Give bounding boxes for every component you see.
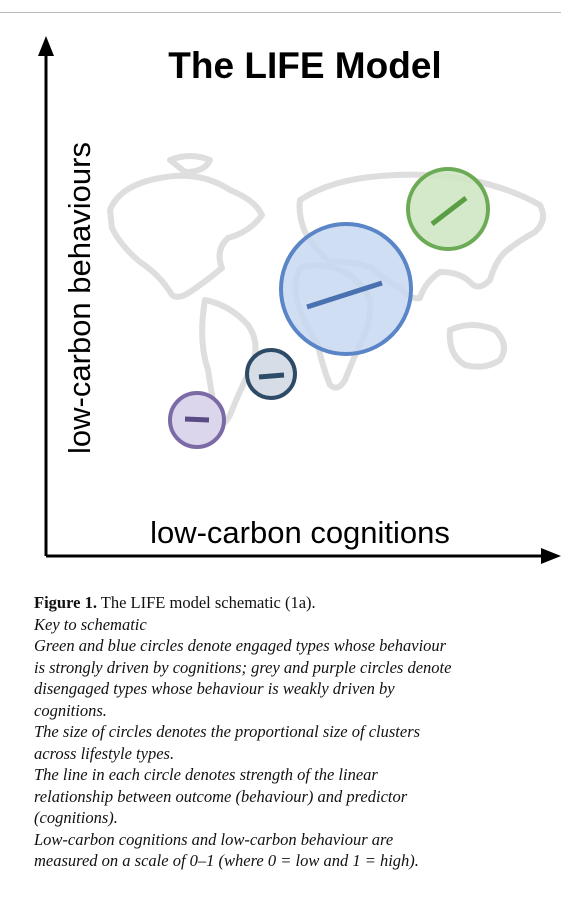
note-line: Low-carbon cognitions and low-carbon beh… [34,829,394,849]
blue-line [306,280,383,310]
note-line: measured on a scale of 0–1 (where 0 = lo… [34,851,419,870]
x-arrow [541,548,561,564]
note-line: relationship between outcome (behaviour)… [34,786,408,806]
note-line: (cognitions). [34,808,118,827]
x-axis-label: low-carbon cognitions [150,515,450,550]
notes: Green and blue circles denote engaged ty… [34,635,554,872]
note-line: Green and blue circles denote engaged ty… [34,636,447,655]
note-line: cognitions. [34,700,107,720]
green-line [430,196,468,226]
key-heading: Key to schematic [34,614,147,634]
y-axis-label: low-carbon behaviours [62,142,97,454]
note-line: is strongly driven by cognitions; grey a… [34,657,452,677]
y-arrow [38,36,54,56]
caption-text: The LIFE model schematic (1a). [100,593,316,612]
purple-line [184,416,210,423]
caption-first-line: Figure 1. The LIFE model schematic (1a). [34,592,554,614]
caption-label: Figure 1. [34,593,97,612]
note-line: across lifestyle types. [34,743,175,763]
note-line: The size of circles denotes the proporti… [34,722,421,741]
caption: Figure 1. The LIFE model schematic (1a).… [34,592,554,872]
schematic: The LIFE Model low-carbon behaviours low… [38,36,561,564]
top-rule [0,12,561,13]
note-line: The line in each circle denotes strength… [34,765,378,784]
blue-circle [279,222,413,356]
note-line: disengaged types whose behaviour is weak… [34,679,395,698]
dark-line [258,372,285,380]
figure-title: The LIFE Model [168,45,441,86]
